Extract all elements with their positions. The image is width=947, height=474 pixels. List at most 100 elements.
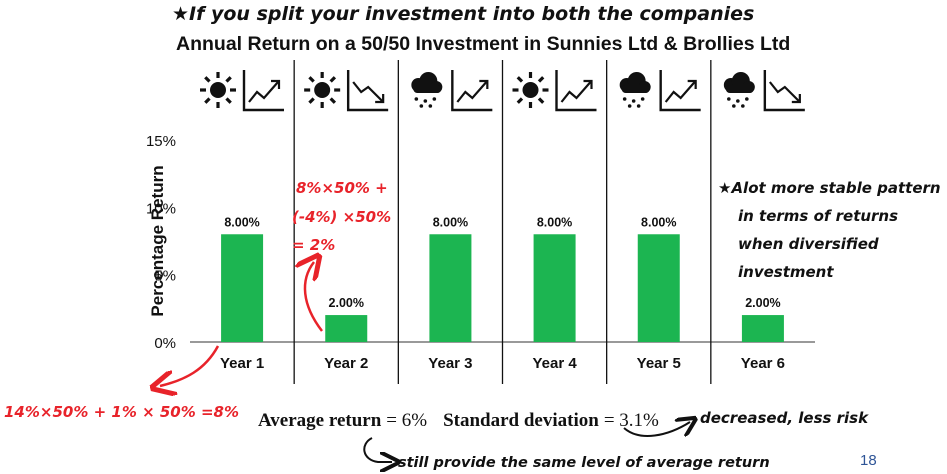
bar <box>429 234 472 342</box>
trend-arrowhead <box>375 94 385 104</box>
trend-line <box>664 81 696 103</box>
cloud-base <box>725 85 754 93</box>
stable-note-line2: in terms of returns <box>738 207 898 225</box>
decreased-note: decreased, less risk <box>700 409 869 427</box>
std-dev-label: Standard deviation <box>443 410 599 431</box>
bar-data-label: 8.00% <box>433 215 468 229</box>
trend-down-icon <box>346 70 389 112</box>
rain-drop <box>640 97 645 101</box>
chart-axes <box>763 70 805 112</box>
sun-ray <box>329 76 337 83</box>
sun-ray <box>308 97 315 104</box>
year2-calc-line3: = 2% <box>292 236 335 254</box>
rain-drop <box>622 97 627 101</box>
bar-data-label: 2.00% <box>329 296 364 310</box>
year2-calc-line2: (-4%) ×50% <box>292 208 391 226</box>
trend-down-icon <box>763 70 805 112</box>
bar-data-label: 8.00% <box>641 215 676 229</box>
bar-data-label: 8.00% <box>537 215 572 229</box>
rain-drop <box>745 97 749 101</box>
trend-line <box>560 81 592 103</box>
sun-ray <box>204 76 211 83</box>
sun-core <box>314 82 331 98</box>
trend-arrowhead <box>271 79 281 89</box>
sun-ray <box>329 97 337 104</box>
chart-axes <box>659 70 701 112</box>
sun-icon <box>304 72 341 108</box>
bar-data-label: 2.00% <box>745 296 780 310</box>
bar <box>221 234 264 342</box>
slide-number: 18 <box>860 452 877 469</box>
bar <box>741 315 784 342</box>
bar <box>637 234 680 342</box>
rain-cloud-icon <box>723 72 755 108</box>
rain-drop <box>732 104 736 108</box>
decreased-arrow <box>623 422 690 436</box>
x-tick-label: Year 3 <box>428 355 472 372</box>
sun-ray <box>225 97 232 104</box>
trend-arrowhead <box>479 79 489 89</box>
trend-line <box>352 81 383 102</box>
chart-axes <box>346 70 389 112</box>
sun-icon <box>200 72 236 108</box>
stable-note-line1: ★Alot more stable pattern <box>718 179 941 197</box>
cloud-base <box>413 85 442 93</box>
x-tick-label: Year 1 <box>220 355 264 372</box>
trend-up-icon <box>242 70 284 112</box>
std-dev-value: = 3.1% <box>604 410 659 431</box>
trend-line <box>768 81 800 102</box>
sun-ray <box>516 76 524 83</box>
same-average-arrow <box>363 437 392 462</box>
y-tick-label: 15% <box>146 133 176 150</box>
rain-cloud-icon <box>619 72 651 108</box>
rain-drop <box>636 104 641 108</box>
y-tick-label: 0% <box>154 335 176 352</box>
y-tick-label: 5% <box>154 268 176 285</box>
sun-ray <box>516 97 524 104</box>
sun-ray <box>308 76 315 83</box>
year1-arrow <box>160 345 220 386</box>
chart-axes <box>451 70 493 112</box>
trend-up-icon <box>451 70 493 112</box>
year1-calc: 14%×50% + 1% × 50% =8% <box>4 403 239 421</box>
stable-note-line4: investment <box>738 263 834 281</box>
trend-line <box>248 81 279 103</box>
x-tick-label: Year 2 <box>324 355 368 372</box>
rain-drop <box>736 99 740 103</box>
sun-icon <box>512 72 549 108</box>
bar-data-label: 8.00% <box>224 215 259 229</box>
trend-up-icon <box>555 70 597 112</box>
trend-line <box>456 81 488 103</box>
chart-axes <box>555 70 597 112</box>
rain-drop <box>414 97 419 101</box>
trend-arrowhead <box>791 94 801 104</box>
year2-arrow <box>305 262 322 332</box>
cloud-base <box>621 85 650 93</box>
x-tick-label: Year 4 <box>532 355 577 372</box>
rain-drop <box>741 104 745 108</box>
sun-core <box>522 82 539 98</box>
rain-drop <box>419 104 424 108</box>
rain-drop <box>432 97 437 101</box>
top-handwritten-note: ★If you split your investment into both … <box>172 3 754 25</box>
x-tick-label: Year 6 <box>741 355 785 372</box>
icon-row <box>200 70 805 112</box>
bar-chart: 0% 5% 10% 15% 8.00% Year 1 2.00% Year 2 8.00% Yea… <box>146 60 815 384</box>
y-axis-label: Percentage Return <box>148 165 167 316</box>
rain-drop <box>428 104 433 108</box>
trend-arrowhead <box>583 79 593 89</box>
sun-ray <box>537 76 545 83</box>
chart-title: Annual Return on a 50/50 Investment in S… <box>176 33 790 55</box>
sun-core <box>210 82 226 98</box>
trend-arrowhead <box>687 79 697 89</box>
rain-drop <box>631 99 636 103</box>
rain-drop <box>727 97 731 101</box>
stable-note-line3: when diversified <box>738 235 879 253</box>
rain-drop <box>423 99 428 103</box>
stats-line: Average return = 6% Standard deviation = 3.… <box>258 410 659 431</box>
chart-axes <box>242 70 284 112</box>
rain-drop <box>627 104 632 108</box>
avg-return-value: = 6% <box>386 410 427 431</box>
x-tick-label: Year 5 <box>637 355 681 372</box>
rain-cloud-icon <box>411 72 443 108</box>
